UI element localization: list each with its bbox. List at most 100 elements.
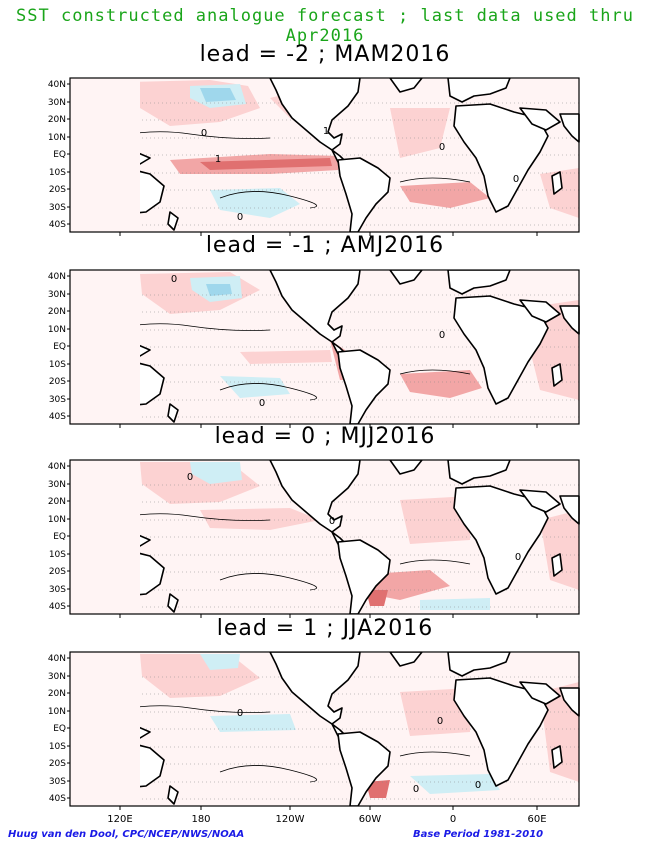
contour-label: 0: [439, 142, 445, 153]
land-outline: [167, 785, 179, 805]
contour-line: [399, 369, 471, 375]
land-outline: [140, 534, 151, 547]
land-outline: [519, 299, 561, 323]
land-outline: [551, 171, 563, 195]
longitude-label: 60E: [527, 814, 546, 825]
latitude-label: EQ: [53, 532, 66, 542]
sst-anomaly-region: [190, 462, 242, 484]
latitude-label: 10S: [49, 550, 66, 560]
latitude-label: 30N: [48, 290, 66, 300]
latitude-label: 30S: [49, 203, 66, 213]
sst-anomaly-region: [400, 370, 482, 398]
sst-anomaly-region: [390, 108, 450, 158]
contour-line: [140, 323, 271, 331]
map-frame: [69, 77, 580, 233]
latitude-label: 10S: [49, 360, 66, 370]
sst-anomaly-region: [220, 376, 290, 398]
land-outline: [447, 460, 511, 485]
land-outline: [140, 552, 165, 596]
contour-line: [399, 559, 471, 565]
footer-base-period: Base Period 1981-2010: [413, 829, 544, 840]
contour-line: [140, 705, 271, 713]
contour-label: 1: [215, 154, 221, 165]
land-outline: [140, 344, 151, 357]
land-outline: [447, 652, 511, 677]
sst-anomaly-region: [210, 188, 300, 218]
longitude-label: 120E: [107, 814, 132, 825]
latitude-label: 40S: [49, 220, 66, 230]
land-outline: [519, 107, 561, 131]
land-outline: [389, 78, 423, 93]
latitude-label: 20N: [48, 689, 66, 699]
sst-anomaly-region: [370, 570, 450, 600]
latitude-label: 30N: [48, 672, 66, 682]
land-outline: [337, 539, 391, 614]
land-outline: [551, 363, 563, 387]
land-outline: [269, 78, 361, 151]
map-panel-4: 0 0 0 0 0 40N 30N 20N 10N EQ 10S 20S 30S 40S 120E 180 12…: [48, 651, 580, 825]
contour-label: 0: [187, 472, 193, 483]
panel-title: lead = 1 ; JJA2016: [216, 616, 434, 641]
contour-line: [140, 513, 271, 521]
contour-label: 0: [237, 708, 243, 719]
contour-line: [219, 765, 317, 783]
latitude-label: EQ: [53, 342, 66, 352]
latitude-label: 40N: [48, 654, 66, 664]
land-outline: [337, 731, 391, 806]
contour-label: 0: [475, 780, 481, 791]
sst-anomaly-region: [420, 598, 490, 610]
contour-label: 0: [259, 398, 265, 409]
panel-title: lead = 0 ; MJJ2016: [214, 424, 436, 449]
latitude-label: 20N: [48, 115, 66, 125]
latitude-label: EQ: [53, 724, 66, 734]
land-outline: [167, 403, 179, 423]
land-outline: [559, 305, 580, 335]
land-outline: [140, 726, 151, 739]
sst-anomaly-region: [200, 508, 320, 530]
latitude-label: 40N: [48, 272, 66, 282]
map-frame: [69, 459, 580, 615]
latitude-label: EQ: [53, 150, 66, 160]
longitude-label: 0: [450, 814, 456, 825]
sst-anomaly-region: [540, 168, 579, 218]
land-outline: [519, 489, 561, 513]
latitude-label: 10S: [49, 742, 66, 752]
land-outline: [269, 270, 361, 343]
land-outline: [140, 362, 165, 406]
latitude-label: 40S: [49, 602, 66, 612]
land-outline: [559, 687, 580, 717]
contour-label: 0: [201, 128, 207, 139]
latitude-label: 30S: [49, 777, 66, 787]
latitude-label: 30N: [48, 480, 66, 490]
footer-credit: Huug van den Dool, CPC/NCEP/NWS/NOAA: [8, 829, 245, 840]
land-outline: [167, 211, 179, 231]
latitude-label: 40N: [48, 462, 66, 472]
latitude-label: 20S: [49, 377, 66, 387]
longitude-label: 180: [191, 814, 210, 825]
contour-line: [219, 383, 317, 401]
contour-line: [399, 751, 471, 757]
latitude-label: 10N: [48, 133, 66, 143]
land-outline: [559, 113, 580, 143]
land-outline: [140, 152, 151, 165]
contour-label: 0: [515, 552, 521, 563]
latitude-label: 10S: [49, 168, 66, 178]
land-outline: [167, 593, 179, 613]
sst-anomaly-region: [206, 284, 232, 296]
sst-anomaly-region: [240, 350, 332, 364]
sst-anomaly-region: [400, 182, 490, 208]
map-frame: [69, 651, 580, 807]
longitude-label: 120W: [276, 814, 305, 825]
contour-label: 0: [237, 212, 243, 223]
land-outline: [551, 745, 563, 769]
contour-line: [219, 191, 317, 209]
latitude-label: 20N: [48, 497, 66, 507]
latitude-label: 10N: [48, 707, 66, 717]
land-outline: [519, 681, 561, 705]
land-outline: [337, 349, 391, 424]
land-outline: [269, 460, 361, 533]
contour-line: [219, 573, 317, 591]
contour-line: [399, 177, 471, 183]
